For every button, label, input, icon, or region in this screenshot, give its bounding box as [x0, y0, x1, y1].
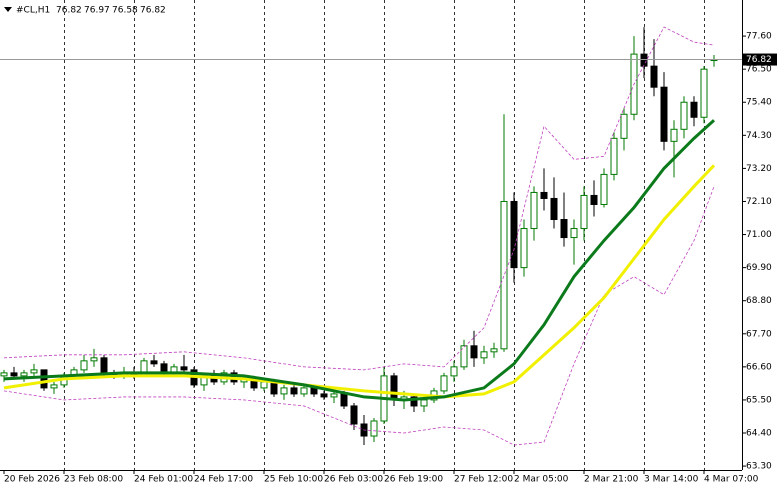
candle-body — [150, 360, 158, 365]
open-value: 76.82 — [56, 6, 82, 16]
candle-body — [530, 191, 538, 230]
candle-body — [450, 366, 458, 377]
candle-body — [80, 360, 88, 371]
candle-body — [570, 228, 578, 239]
candle-body — [0, 372, 8, 377]
candle-body — [610, 137, 618, 175]
candle-body — [320, 393, 328, 398]
candle-body — [50, 384, 58, 389]
candle-body — [390, 375, 398, 401]
price-label: 76.82 — [746, 55, 772, 65]
candle-body — [40, 369, 48, 389]
close-value: 76.82 — [140, 6, 166, 16]
candle-body — [700, 68, 708, 118]
candle-body — [510, 200, 518, 269]
candle-body — [420, 399, 428, 407]
header: #CL,H1 76.82 76.97 76.58 76.82 — [16, 6, 166, 16]
candle-body — [280, 387, 288, 395]
y-tick-label: 63.30 — [746, 462, 772, 472]
y-tick-label: 74.30 — [746, 131, 772, 141]
x-tick-label: 2 Mar 05:00 — [514, 475, 569, 485]
candle-body — [270, 381, 278, 395]
candle-body — [440, 375, 448, 392]
candle-body — [590, 194, 598, 205]
y-tick-label: 69.90 — [746, 263, 772, 273]
candle-body — [670, 128, 678, 142]
candle-body — [640, 53, 648, 67]
y-tick-label: 71.00 — [746, 230, 772, 240]
candle-body — [330, 393, 338, 398]
x-tick-label: 23 Feb 08:00 — [64, 475, 123, 485]
y-tick-label: 77.60 — [746, 32, 772, 42]
candle-body — [300, 387, 308, 395]
candle-body — [690, 101, 698, 118]
x-tick-label: 3 Mar 14:00 — [644, 475, 699, 485]
candle-body — [680, 101, 688, 130]
y-tick-label: 76.50 — [746, 65, 772, 75]
candle-body — [480, 351, 488, 359]
y-tick-label: 64.40 — [746, 429, 772, 439]
candle-body — [620, 113, 628, 139]
y-tick-label: 73.20 — [746, 164, 772, 174]
candle-body — [540, 191, 548, 199]
candle-body — [600, 173, 608, 205]
price-label-box — [743, 53, 777, 66]
candle-body — [660, 86, 668, 142]
candle-body — [650, 65, 658, 88]
candle-body — [550, 197, 558, 221]
x-tick-label: 2 Mar 21:00 — [584, 475, 639, 485]
candle-body — [560, 219, 568, 239]
menu-arrow[interactable] — [4, 7, 12, 12]
candle-body — [500, 200, 508, 350]
candle-body — [10, 372, 18, 377]
candle-body — [350, 405, 358, 425]
low-value: 76.58 — [112, 6, 138, 16]
candle-body — [260, 381, 268, 389]
x-tick-label: 26 Feb 03:00 — [324, 475, 383, 485]
y-tick-label: 75.40 — [746, 98, 772, 108]
x-tick-label: 24 Feb 01:00 — [134, 475, 193, 485]
x-tick-label: 24 Feb 17:00 — [194, 475, 253, 485]
candle-body — [410, 396, 418, 407]
candle-body — [20, 372, 28, 377]
candle-body — [90, 357, 98, 362]
x-tick-label: 25 Feb 10:00 — [264, 475, 323, 485]
candle-body — [180, 366, 188, 371]
y-tick-label: 66.60 — [746, 362, 772, 372]
candle-body — [520, 228, 528, 269]
candle-body — [370, 420, 378, 437]
candle-body — [290, 387, 298, 395]
band-line — [3, 186, 715, 446]
moving-average — [3, 164, 716, 399]
plot-area — [0, 0, 718, 470]
x-tick-label: 4 Mar 07:00 — [704, 475, 759, 485]
x-tick-label: 27 Feb 12:00 — [454, 475, 513, 485]
symbol: #CL,H1 — [16, 6, 50, 16]
y-tick-label: 72.10 — [746, 197, 772, 207]
candle-body — [460, 345, 468, 368]
candle-body — [490, 348, 498, 353]
candle-body — [100, 357, 108, 374]
moving-average — [3, 119, 716, 402]
high-value: 76.97 — [84, 6, 110, 16]
y-tick-label: 65.50 — [746, 395, 772, 405]
x-tick-label: 20 Feb 2026 — [4, 475, 60, 485]
x-tick-label: 26 Feb 19:00 — [384, 475, 443, 485]
candle-body — [580, 194, 588, 230]
band-line — [3, 26, 715, 371]
candle-body — [30, 369, 38, 374]
y-tick-label: 67.70 — [746, 329, 772, 339]
candle-body — [470, 345, 478, 359]
candle-body — [340, 393, 348, 407]
y-tick-label: 68.80 — [746, 296, 772, 306]
